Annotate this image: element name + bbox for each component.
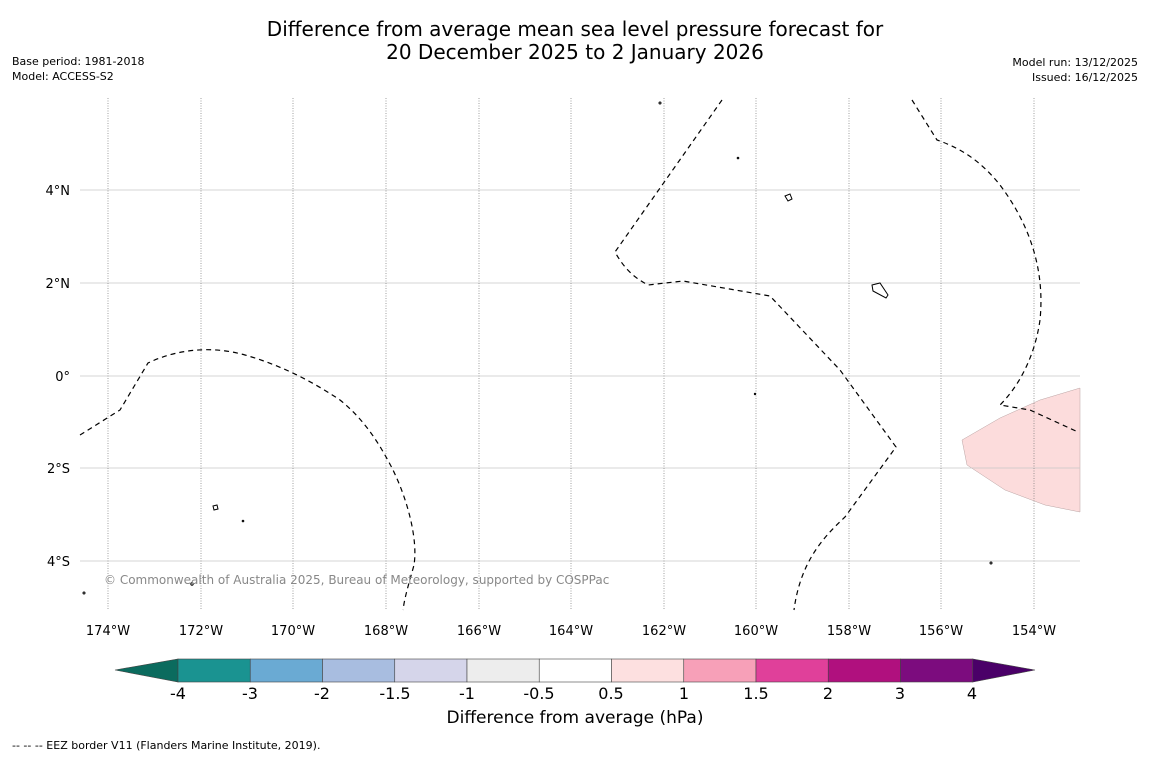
- colorbar-tick: 1.5: [743, 684, 769, 703]
- lon-label: 162°W: [642, 624, 686, 639]
- island: [212, 504, 219, 511]
- lat-label: 2°N: [46, 277, 71, 292]
- colorbar-tick: -1: [459, 684, 475, 703]
- model-name: Model: ACCESS-S2: [12, 70, 114, 83]
- island: [82, 591, 86, 595]
- colorbar-tick: -0.5: [523, 684, 555, 703]
- map-title: Difference from average mean sea level p…: [0, 18, 1150, 64]
- lon-label: 158°W: [827, 624, 871, 639]
- lon-label: 174°W: [86, 624, 130, 639]
- copyright-notice: © Commonwealth of Australia 2025, Bureau…: [104, 573, 609, 587]
- island: [753, 392, 757, 396]
- colorbar-segment: [538, 658, 612, 683]
- colorbar-segment: [755, 658, 829, 683]
- colorbar-tick: -4: [170, 684, 186, 703]
- island: [241, 519, 245, 523]
- eez-legend: -- -- -- EEZ border V11 (Flanders Marine…: [12, 739, 321, 752]
- run-info: Model run: 13/12/2025 Issued: 16/12/2025: [1012, 55, 1138, 85]
- lon-label: 160°W: [734, 624, 778, 639]
- colorbar-segment: [900, 658, 974, 683]
- colorbar-tick: 1: [678, 684, 690, 703]
- anomaly-region: [961, 387, 1081, 513]
- island: [871, 282, 889, 299]
- colorbar-segment: [466, 658, 540, 683]
- island: [190, 582, 194, 586]
- colorbar-tick: -2: [314, 684, 330, 703]
- colorbar-segment: [611, 658, 685, 683]
- lon-label: 170°W: [271, 624, 315, 639]
- title-line-2: 20 December 2025 to 2 January 2026: [386, 40, 764, 64]
- title-line-1: Difference from average mean sea level p…: [266, 17, 884, 41]
- lat-label: 4°N: [46, 184, 71, 199]
- eez-border-east: [911, 99, 1079, 433]
- lon-labels: 174°W 172°W 170°W 168°W 166°W 164°W 162°…: [86, 624, 1056, 639]
- issued-date: Issued: 16/12/2025: [1031, 71, 1138, 84]
- eez-border-west: [79, 349, 416, 611]
- colorbar-segment: [394, 658, 468, 683]
- colorbar-tick: 3: [894, 684, 906, 703]
- lon-label: 172°W: [179, 624, 223, 639]
- lon-label: 166°W: [457, 624, 501, 639]
- model-run: Model run: 13/12/2025: [1012, 56, 1138, 69]
- eez-border-central: [614, 99, 897, 611]
- colorbar-segment: [827, 658, 901, 683]
- lat-label: 4°S: [47, 555, 70, 570]
- colorbar: [114, 658, 1036, 683]
- lon-label: 164°W: [549, 624, 593, 639]
- model-info: Base period: 1981-2018 Model: ACCESS-S2: [12, 54, 144, 84]
- lon-label: 156°W: [919, 624, 963, 639]
- colorbar-tick: 2: [822, 684, 834, 703]
- colorbar-label: Difference from average (hPa): [446, 708, 704, 728]
- colorbar-segment: [683, 658, 757, 683]
- lon-gridlines: [107, 98, 1035, 610]
- colorbar-segment: [177, 658, 251, 683]
- lon-label: 168°W: [364, 624, 408, 639]
- lat-label: 0°: [55, 370, 70, 385]
- island: [736, 156, 740, 160]
- colorbar-extend-high: [972, 658, 1036, 683]
- colorbar-tick: 4: [966, 684, 978, 703]
- colorbar-extend-low: [114, 658, 179, 683]
- lat-labels: 4°N 2°N 0° 2°S 4°S: [46, 184, 71, 570]
- base-period: Base period: 1981-2018: [12, 55, 145, 68]
- colorbar-segment: [249, 658, 323, 683]
- eez-borders: [79, 99, 1079, 611]
- island: [658, 101, 662, 105]
- colorbar-tick: -1.5: [379, 684, 411, 703]
- lat-label: 2°S: [47, 462, 70, 477]
- colorbar-segment: [322, 658, 396, 683]
- lon-label: 154°W: [1012, 624, 1056, 639]
- islands: [82, 101, 993, 595]
- lat-gridlines: [80, 189, 1080, 562]
- colorbar-tick: 0.5: [598, 684, 624, 703]
- island: [989, 561, 993, 565]
- colorbar-tick: -3: [242, 684, 258, 703]
- island: [784, 193, 793, 202]
